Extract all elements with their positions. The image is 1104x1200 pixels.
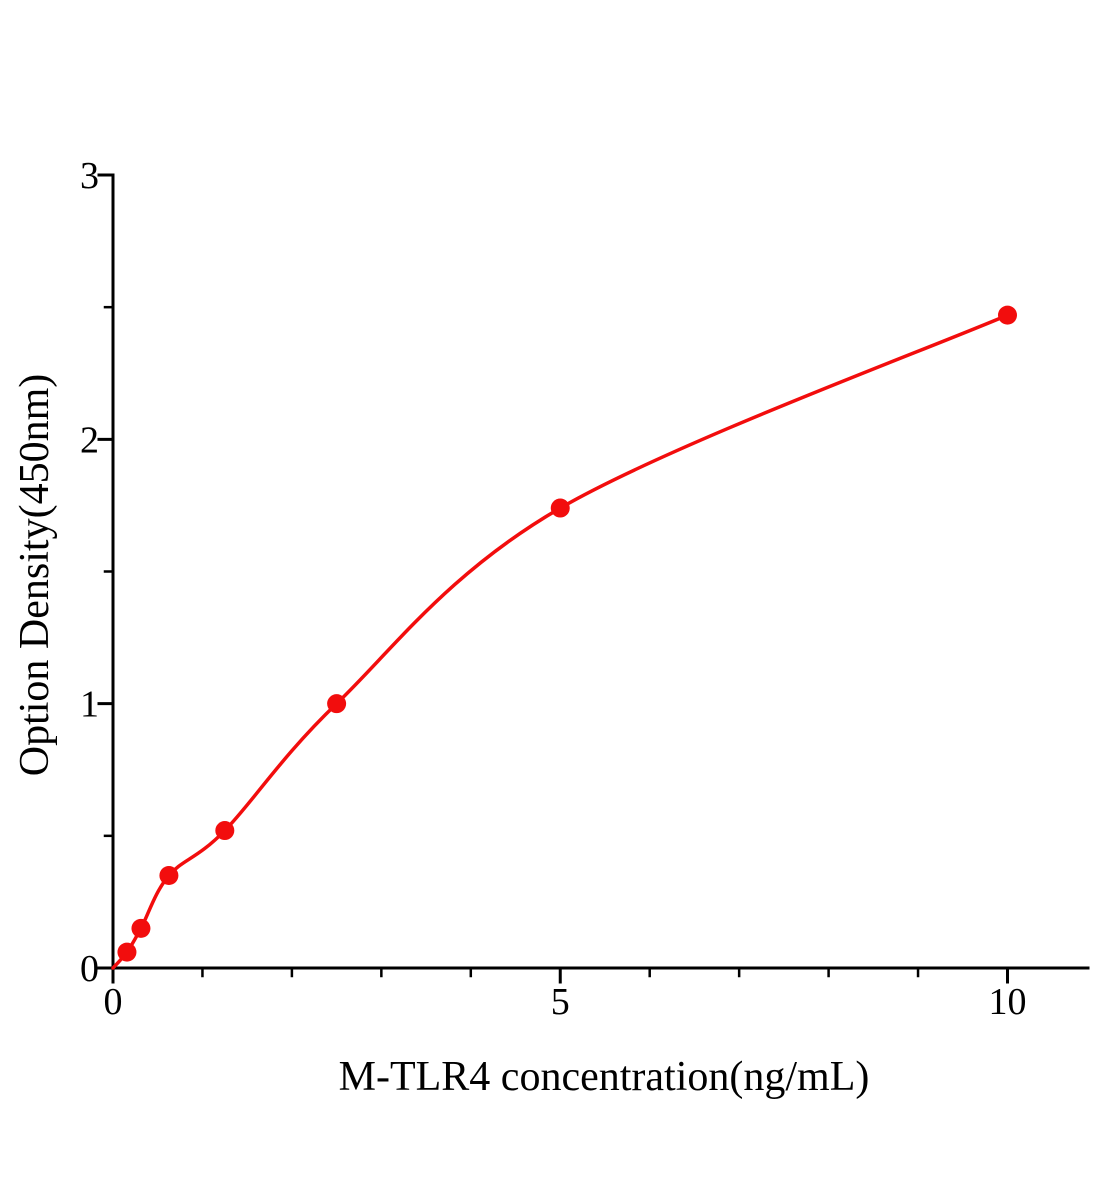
x-axis-title: M-TLR4 concentration(ng/mL) xyxy=(339,1054,870,1100)
data-point xyxy=(997,305,1017,325)
y-tick-label: 3 xyxy=(80,155,99,197)
y-tick-label: 2 xyxy=(80,419,99,461)
x-tick-label: 5 xyxy=(551,981,570,1023)
x-tick-label: 10 xyxy=(988,981,1026,1023)
y-tick-label: 1 xyxy=(80,684,99,726)
fit-curve xyxy=(111,313,1010,970)
data-point xyxy=(215,821,235,841)
data-point xyxy=(550,498,570,518)
y-axis-title: Option Density(450nm) xyxy=(12,374,58,776)
x-tick-label: 0 xyxy=(104,981,123,1023)
plot-layer: 0 5 10 0 1 2 3 xyxy=(80,155,1090,1023)
y-tick-label: 0 xyxy=(80,948,99,990)
data-point xyxy=(117,942,137,962)
data-point xyxy=(131,918,151,938)
data-point xyxy=(159,865,179,885)
data-point xyxy=(327,694,347,714)
